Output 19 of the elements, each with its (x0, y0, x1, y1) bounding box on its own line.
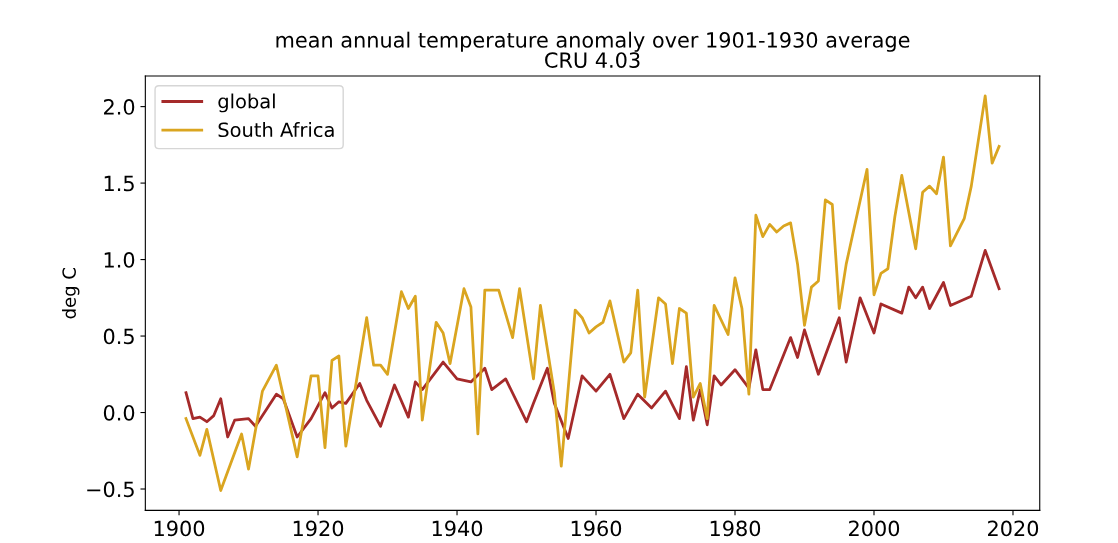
line-series (184, 249, 1001, 440)
chart-title: mean annual temperature anomaly over 1901-1930 average CRU 4.03 (276, 31, 910, 68)
y-tick-label: 1.0 (104, 252, 135, 268)
x-tick-label: 1980 (710, 520, 761, 537)
x-tick-label: 1920 (293, 520, 344, 537)
y-tick-label: −0.5 (87, 481, 134, 498)
y-tick-label: 0.5 (103, 328, 134, 345)
x-tick-label: 1960 (571, 520, 622, 537)
legend-label: South Africa (218, 122, 334, 138)
y-tick-label: 2.0 (104, 99, 135, 115)
x-tick-label: 2000 (849, 520, 900, 537)
x-tick-label: 1940 (432, 520, 483, 537)
y-axis-title: deg C (62, 268, 80, 319)
line-series (184, 94, 1001, 492)
y-tick-label: 1.5 (104, 175, 134, 192)
legend-label: global (218, 93, 275, 113)
x-tick-label: 1900 (154, 520, 205, 537)
x-tick-label: 2020 (988, 520, 1039, 537)
y-tick-label: 0.0 (103, 404, 135, 421)
